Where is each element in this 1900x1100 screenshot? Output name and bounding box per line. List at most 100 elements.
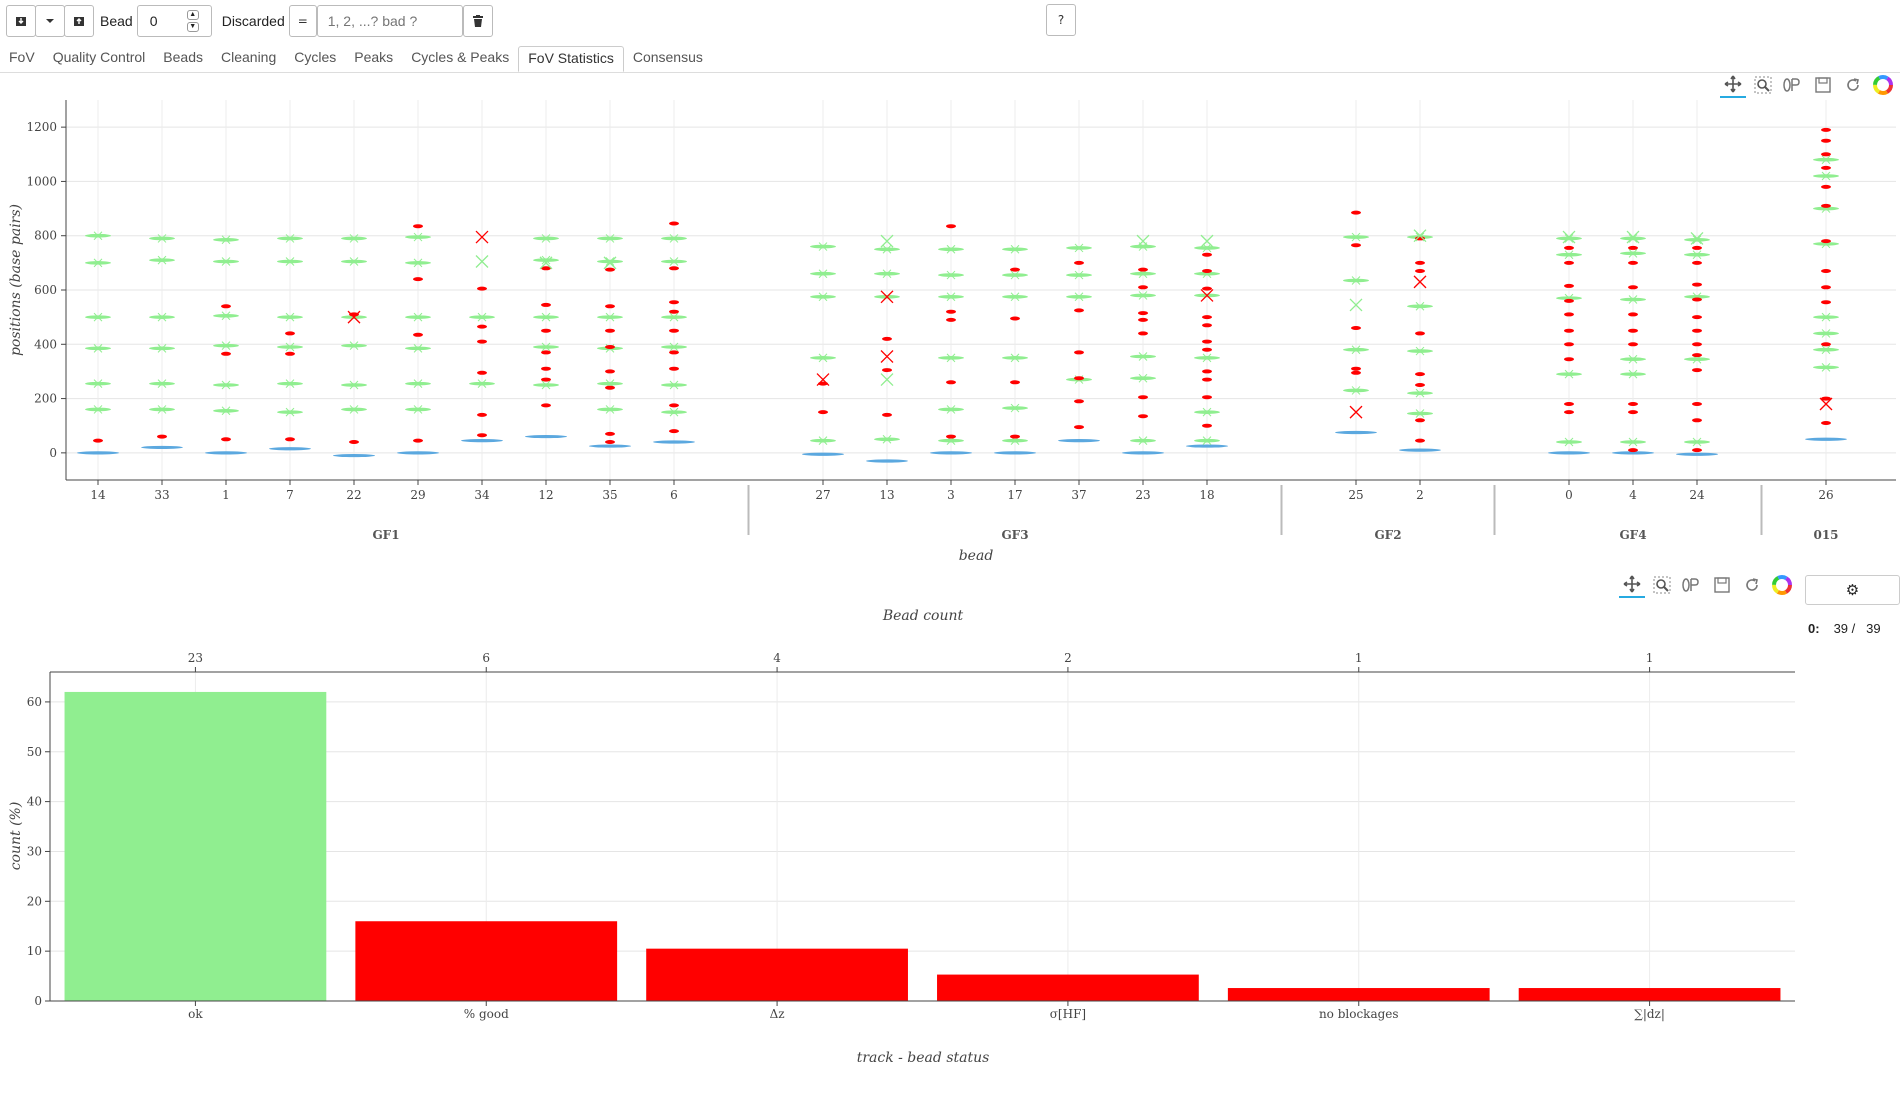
count-label: 23 [188, 651, 203, 665]
red-peak-mark [946, 224, 956, 229]
save-icon [74, 17, 84, 26]
red-peak-mark [1821, 152, 1831, 157]
recent-dropdown-button[interactable] [35, 5, 65, 37]
group-label: GF4 [1619, 528, 1646, 542]
tab-beads[interactable]: Beads [163, 49, 203, 65]
green-cross-mark [669, 407, 679, 417]
y-tick-label: 40 [27, 795, 42, 809]
box-zoom-icon [1754, 76, 1772, 94]
green-cross-mark [1010, 270, 1020, 280]
color-palette-tool-button[interactable] [1870, 72, 1896, 98]
delete-discarded-button[interactable] [462, 5, 493, 37]
red-peak-mark [669, 366, 679, 371]
red-peak-mark [1202, 395, 1212, 400]
tab-cleaning[interactable]: Cleaning [220, 49, 277, 65]
green-cross-mark [1138, 291, 1148, 300]
bead-number-input[interactable]: 0 ▲ ▼ [136, 5, 212, 37]
tab-quality-control[interactable]: Quality Control [52, 49, 146, 65]
red-peak-mark [605, 328, 615, 333]
red-peak-mark [669, 266, 679, 271]
hover-tool-button[interactable] [1780, 72, 1806, 98]
green-cross-mark [221, 257, 231, 266]
bead-stepper[interactable]: ▲ ▼ [186, 10, 199, 32]
tab-fov-statistics[interactable]: FoV Statistics [518, 46, 624, 72]
green-cross-mark [1628, 437, 1638, 447]
save-plot-tool-button[interactable] [1709, 572, 1735, 598]
green-cross-mark [1415, 388, 1425, 398]
red-peak-mark [477, 433, 487, 438]
bead-tick-label: 23 [1135, 488, 1150, 502]
bead-tick-label: 18 [1199, 488, 1214, 502]
bead-count-bar-chart[interactable]: Bead count 0 10 20 30 40 50 60 ok 23 % good 6 Δz 4 σ[H… [0, 600, 1800, 1100]
bead-tick-label: 3 [947, 488, 955, 502]
hover-tool-button[interactable] [1679, 572, 1705, 598]
green-cross-mark [1074, 270, 1084, 280]
pan-tool-button[interactable] [1619, 572, 1645, 598]
bead-tick-label: 12 [538, 488, 553, 502]
red-peak-mark [605, 385, 615, 390]
reset-tool-button[interactable] [1840, 72, 1866, 98]
red-peak-mark [477, 286, 487, 291]
red-peak-mark [1821, 300, 1831, 305]
green-cross-mark [946, 244, 956, 254]
red-peak-mark [285, 331, 295, 336]
red-peak-mark [541, 266, 551, 271]
red-peak-mark [605, 369, 615, 374]
y-tick-label: 800 [34, 229, 57, 243]
settings-button[interactable]: ⚙ [1805, 575, 1900, 605]
open-button[interactable] [6, 5, 36, 37]
group-label: GF1 [372, 528, 399, 542]
discarded-equals-button[interactable]: = [288, 5, 317, 37]
save-plot-tool-button[interactable] [1810, 72, 1836, 98]
green-cross-mark [541, 342, 551, 352]
green-cross-mark [1010, 244, 1020, 254]
tab-fov[interactable]: FoV [9, 49, 35, 65]
tab-consensus[interactable]: Consensus [632, 49, 703, 65]
green-cross-mark [349, 234, 359, 243]
toolbar: Bead 0 ▲ ▼ Discarded = [6, 4, 493, 38]
tab-cycles-peaks[interactable]: Cycles & Peaks [411, 49, 510, 65]
reset-tool-button[interactable] [1739, 572, 1765, 598]
reset-icon [1847, 78, 1859, 91]
tab-cycles[interactable]: Cycles [294, 49, 337, 65]
green-cross-mark [1564, 369, 1574, 379]
y-tick-label: 600 [34, 283, 57, 297]
blue-peak-mark [802, 452, 844, 456]
color-palette-tool-button[interactable] [1769, 572, 1795, 598]
box-zoom-tool-button[interactable] [1750, 72, 1776, 98]
decrement-icon[interactable]: ▼ [186, 22, 199, 32]
green-cross-mark [1628, 354, 1638, 364]
red-peak-mark [1692, 342, 1702, 347]
red-peak-mark [1821, 184, 1831, 189]
blue-peak-mark [994, 451, 1036, 455]
green-cross-mark [669, 257, 679, 266]
green-cross-mark [1564, 437, 1574, 447]
red-peak-mark [669, 328, 679, 333]
green-cross-mark [157, 379, 167, 388]
box-zoom-tool-button[interactable] [1649, 572, 1675, 598]
pan-tool-button[interactable] [1720, 72, 1746, 98]
red-peak-mark [1138, 395, 1148, 400]
green-cross-mark [413, 379, 423, 388]
green-cross-mark [1564, 234, 1574, 243]
bead-tick-label: 33 [154, 488, 169, 502]
red-peak-mark [882, 368, 892, 373]
red-peak-mark [1628, 245, 1638, 250]
red-peak-mark [541, 328, 551, 333]
green-cross-mark [1692, 250, 1702, 260]
red-peak-mark [1074, 308, 1084, 313]
increment-icon[interactable]: ▲ [186, 10, 199, 20]
green-cross-mark [1415, 301, 1425, 311]
tab-peaks[interactable]: Peaks [354, 49, 394, 65]
red-peak-mark [1821, 285, 1831, 290]
green-cross-mark [1138, 373, 1148, 383]
help-button[interactable]: ? [1046, 4, 1076, 36]
green-cross-mark [413, 232, 423, 242]
red-peak-mark [1202, 252, 1212, 257]
discarded-input[interactable] [316, 5, 463, 37]
save-button[interactable] [64, 5, 94, 37]
red-peak-mark [1628, 410, 1638, 415]
red-peak-mark [541, 366, 551, 371]
y-tick-label: 60 [27, 695, 42, 709]
